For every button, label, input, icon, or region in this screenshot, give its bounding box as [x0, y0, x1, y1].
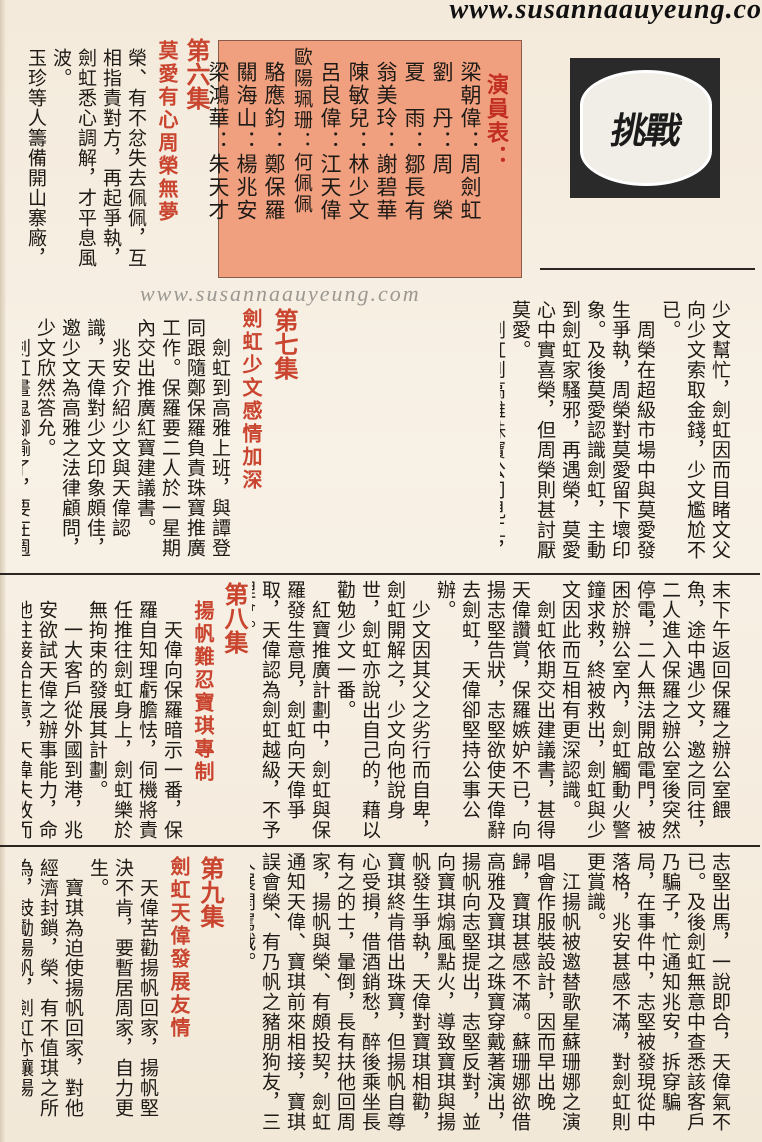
- cast-line: 呂良偉：江天偉: [318, 61, 342, 222]
- cast-line: 劉 丹：周 榮: [430, 61, 454, 222]
- episode-8-label: 第八集: [220, 582, 248, 654]
- episode-6-text: 榮、有不忿失去佩佩，互相指責對方，再起爭執，劍虹悉心調解，才平息風波。 玉珍等人…: [25, 48, 147, 268]
- cast-line: 梁鴻華：朱天才: [206, 61, 230, 222]
- logo-title: 挑戰: [607, 111, 683, 152]
- cast-line: 夏 雨：鄒長有: [402, 61, 426, 222]
- divider: [540, 268, 755, 270]
- episode-7-title: 劍虹少文感情加深: [239, 308, 263, 492]
- watermark-url-top: www.susannaauyeung.co: [449, 0, 762, 25]
- cast-line: 關海山：楊兆安: [234, 61, 258, 222]
- logo-tv-screen: 挑戰: [580, 70, 712, 186]
- episode-9-label: 第九集: [196, 856, 224, 928]
- cast-list-title: 演員表：: [483, 73, 509, 169]
- cast-list-box: 演員表： 梁朝偉：周劍虹 劉 丹：周 榮 夏 雨：鄒長有 翁美玲：謝碧華 陳敏兒…: [206, 40, 522, 278]
- synopsis-text-block: 少文幫忙，劍虹因而目睹文父向少文索取金錢，少文尷尬不已。 周榮在超級市場中與莫愛…: [500, 300, 731, 560]
- cast-line: 駱應鈞：鄭保羅: [262, 61, 286, 222]
- episode-6-title: 莫愛有心周榮無夢: [155, 40, 179, 224]
- episode-8-text: 天偉向保羅暗示一番，保羅自知理虧膽怯，伺機將責任推往劍虹身上，劍虹樂於無拘束的發…: [22, 600, 183, 840]
- episode-6-label: 第六集: [182, 38, 210, 110]
- divider: [0, 573, 760, 575]
- episode-9-text: 天偉苦勸揚帆回家，揚帆堅決不肯，要暫居周家，自力更生。 寶琪為迫使揚帆回家，對他…: [22, 858, 159, 1118]
- divider: [0, 845, 760, 847]
- episode-7-text: 劍虹到高雅上班，與譚登同跟隨鄭保羅負責珠寶推廣工作。保羅要二人於一星期內交出推廣…: [22, 318, 231, 558]
- synopsis-text-block: 志堅出馬，一說即合，天偉氣不已。及後劍虹無意中查悉該客戶乃騙子，忙通知兆安，拆穿…: [250, 852, 731, 1132]
- episode-8-title: 揚帆難忍寶琪專制: [191, 600, 215, 784]
- watermark-url-middle: www.susannaauyeung.com: [140, 281, 421, 306]
- cast-line: 陳敏兒：林少文: [346, 61, 370, 222]
- synopsis-text-block: 末下午返回保羅之辦公室餵魚，途中遇少文，邀之同往，二人進入保羅之辦公室後突然停電…: [252, 580, 731, 840]
- challenge-logo: 挑戰: [570, 58, 720, 208]
- cast-line: 梁朝偉：周劍虹: [458, 61, 482, 222]
- cast-line: 歐陽珮珊：何佩佩: [291, 47, 313, 215]
- episode-9-title: 劍虹天偉發展友情: [167, 856, 191, 1040]
- cast-line: 翁美玲：謝碧華: [374, 61, 398, 222]
- page-fold-shadow: [0, 0, 6, 1142]
- episode-7-label: 第七集: [270, 308, 298, 380]
